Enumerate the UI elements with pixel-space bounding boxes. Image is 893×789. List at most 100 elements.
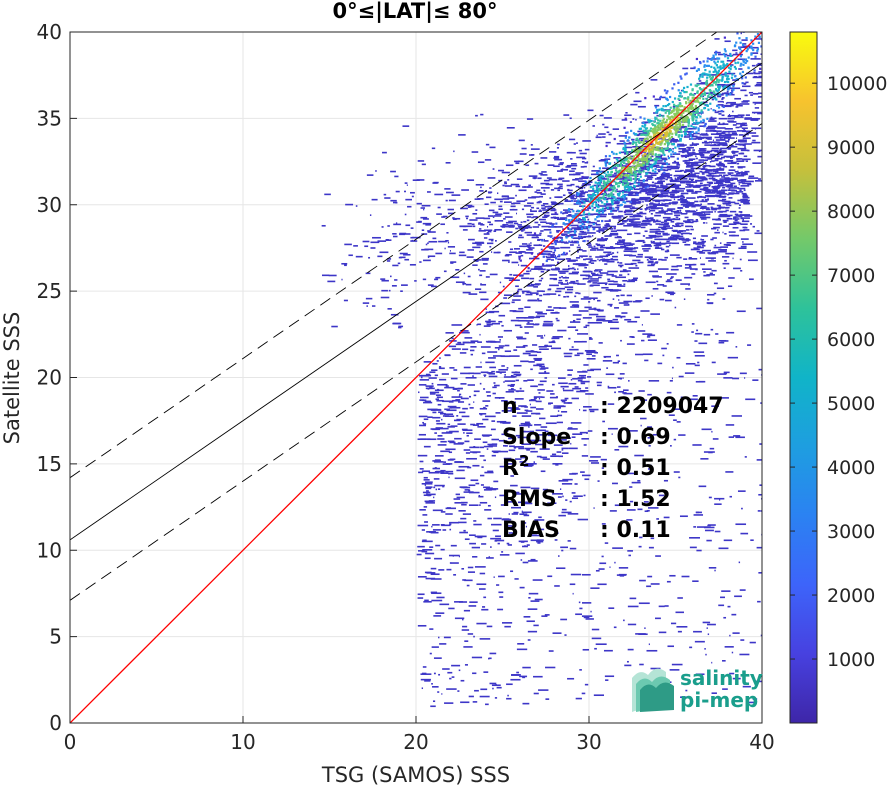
- density-cell: [558, 254, 561, 257]
- density-cell: [561, 410, 568, 413]
- density-cell: [724, 133, 733, 136]
- density-cell: [451, 676, 455, 678]
- density-cell: [727, 356, 739, 359]
- density-cell: [554, 211, 557, 214]
- density-cell: [661, 259, 667, 261]
- density-cell: [588, 308, 596, 310]
- density-cell: [714, 62, 717, 65]
- density-cell: [677, 207, 683, 209]
- density-cell: [664, 187, 668, 190]
- density-cell: [707, 108, 710, 111]
- density-cell: [750, 119, 759, 121]
- density-cell: [608, 219, 611, 221]
- density-cell: [629, 185, 632, 189]
- density-cell: [511, 261, 519, 264]
- density-cell: [558, 177, 565, 180]
- density-cell: [647, 339, 657, 341]
- density-cell: [687, 96, 690, 99]
- density-cell: [646, 156, 649, 159]
- density-cell: [412, 179, 420, 181]
- density-cell: [458, 465, 470, 468]
- density-cell: [581, 231, 587, 234]
- density-cell: [552, 632, 562, 634]
- density-cell: [734, 219, 738, 222]
- density-cell: [736, 104, 743, 107]
- density-cell: [644, 188, 654, 190]
- density-cell: [703, 187, 709, 190]
- density-cell: [717, 69, 721, 72]
- density-cell: [528, 184, 532, 187]
- density-cell: [731, 145, 733, 148]
- density-cell: [675, 611, 684, 614]
- density-cell: [599, 114, 604, 117]
- density-cell: [455, 399, 461, 401]
- density-cell: [644, 208, 647, 211]
- density-cell: [556, 196, 563, 199]
- density-cell: [591, 170, 600, 172]
- density-cell: [515, 212, 518, 215]
- density-cell: [483, 489, 492, 491]
- density-cell: [543, 179, 550, 182]
- density-cell: [664, 203, 671, 205]
- density-cell: [553, 236, 562, 239]
- density-cell: [609, 228, 614, 230]
- density-cell: [576, 192, 586, 195]
- density-cell: [541, 265, 552, 267]
- density-cell: [720, 246, 728, 248]
- density-cell: [738, 37, 741, 40]
- density-cell: [581, 160, 585, 163]
- density-cell: [650, 313, 660, 315]
- density-cell: [566, 282, 569, 284]
- density-cell: [695, 380, 704, 383]
- density-cell: [622, 362, 627, 365]
- density-cell: [537, 439, 542, 442]
- density-cell: [423, 259, 431, 262]
- density-cell: [454, 617, 465, 620]
- density-cell: [599, 272, 609, 274]
- density-cell: [370, 241, 380, 244]
- density-cell: [623, 210, 632, 213]
- density-cell: [616, 295, 620, 297]
- density-cell: [749, 701, 757, 704]
- density-cell: [569, 301, 579, 303]
- density-cell: [621, 189, 627, 192]
- density-cell: [519, 245, 526, 248]
- density-cell: [725, 252, 735, 255]
- density-cell: [761, 66, 762, 68]
- density-cell: [539, 380, 547, 383]
- density-cell: [693, 144, 698, 146]
- density-cell: [425, 243, 428, 246]
- density-cell: [650, 202, 654, 204]
- density-cell: [679, 181, 686, 184]
- density-cell: [682, 203, 687, 205]
- density-cell: [728, 193, 734, 195]
- density-cell: [714, 68, 717, 71]
- density-cell: [485, 340, 493, 343]
- density-cell: [575, 201, 579, 205]
- density-cell: [662, 232, 668, 235]
- density-cell: [445, 448, 456, 451]
- density-cell: [544, 614, 550, 616]
- density-cell: [691, 130, 694, 134]
- density-cell: [602, 196, 605, 199]
- density-cell: [643, 189, 654, 192]
- density-cell: [543, 229, 552, 231]
- density-cell: [716, 172, 726, 174]
- density-cell: [652, 135, 655, 138]
- density-cell: [474, 689, 479, 692]
- density-cell: [611, 201, 614, 204]
- density-cell: [452, 217, 455, 219]
- density-cell: [629, 597, 637, 600]
- density-cell: [377, 255, 383, 258]
- density-cell: [685, 154, 693, 157]
- density-cell: [679, 126, 686, 129]
- density-cell: [663, 516, 670, 519]
- density-cell: [502, 422, 511, 424]
- density-cell: [536, 290, 544, 292]
- density-cell: [695, 673, 705, 676]
- density-cell: [572, 304, 579, 306]
- density-cell: [593, 291, 602, 294]
- density-cell: [604, 155, 608, 158]
- density-cell: [754, 72, 761, 75]
- density-cell: [468, 484, 476, 487]
